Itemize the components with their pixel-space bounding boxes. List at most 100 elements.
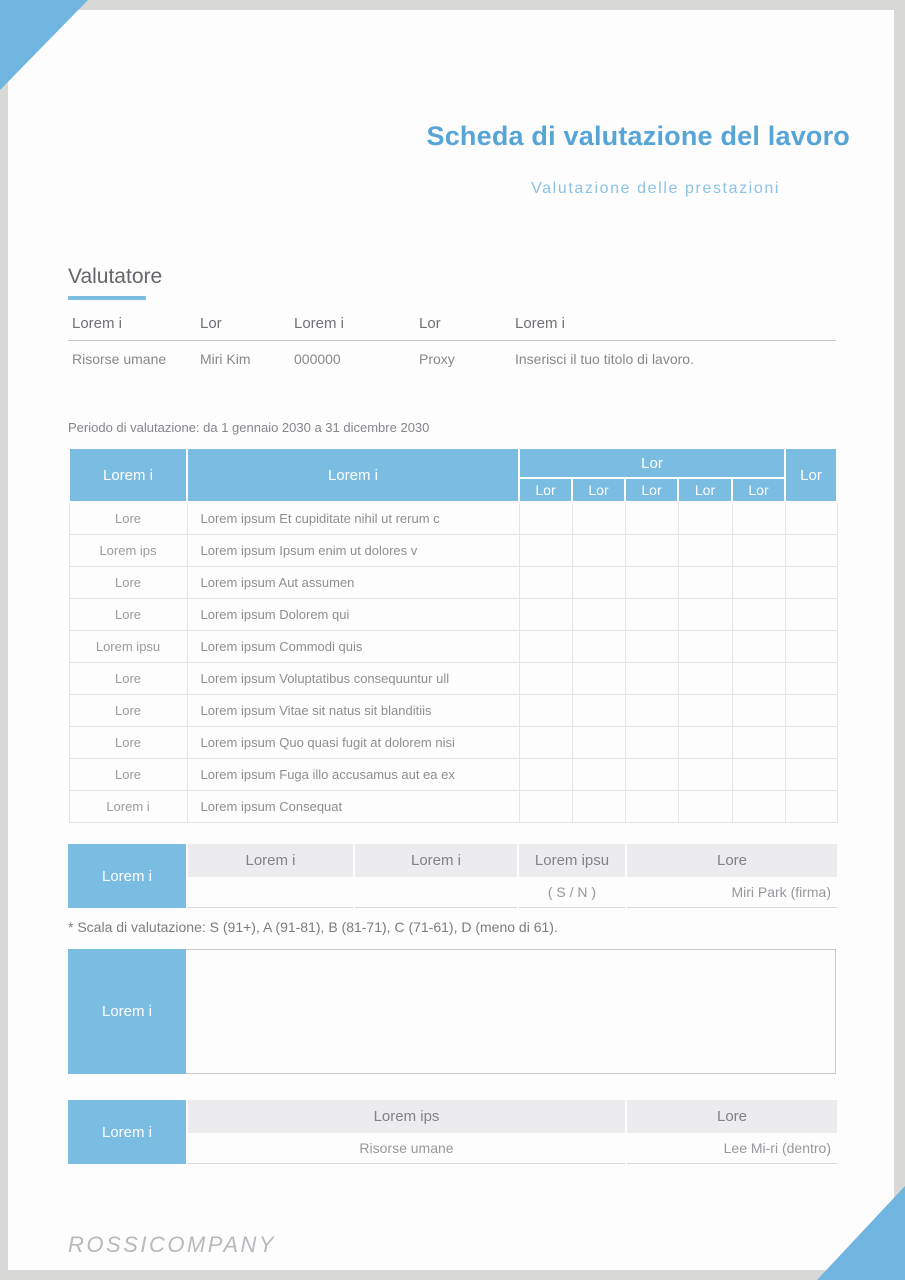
score-cell[interactable] [624, 790, 679, 823]
total-cell[interactable] [784, 630, 838, 663]
score-cell[interactable] [624, 662, 679, 695]
evaluator-col-header: Lorem i [290, 315, 415, 341]
score-cell[interactable] [624, 758, 679, 791]
score-cell[interactable] [571, 566, 626, 599]
score-cell[interactable] [571, 694, 626, 727]
evaluator-info-table: Lorem i Lor Lorem i Lor Lorem i Risorse … [68, 315, 836, 379]
score-cell[interactable] [677, 534, 733, 567]
evaluator-col-header: Lor [415, 315, 511, 341]
score-cell[interactable] [571, 662, 626, 695]
score-cell[interactable] [518, 662, 573, 695]
evaluator-department: Risorse umane [72, 351, 167, 367]
total-cell[interactable] [784, 566, 838, 599]
score-cell[interactable] [677, 662, 733, 695]
score-cell[interactable] [731, 694, 786, 727]
score-cell[interactable] [731, 662, 786, 695]
score-cell[interactable] [677, 630, 733, 663]
total-cell[interactable] [784, 790, 838, 823]
score-cell[interactable] [518, 790, 573, 823]
total-cell[interactable] [784, 662, 838, 695]
summary-empty-cell[interactable] [186, 877, 354, 908]
score-cell[interactable] [571, 501, 626, 535]
total-cell[interactable] [784, 534, 838, 567]
score-group-header: Lor [517, 447, 787, 479]
score-cell[interactable] [571, 726, 626, 759]
score-cell[interactable] [677, 598, 733, 631]
score-cell[interactable] [731, 758, 786, 791]
score-cell[interactable] [518, 758, 573, 791]
score-cell[interactable] [731, 630, 786, 663]
score-sub-header: Lor [571, 477, 626, 503]
total-column-header: Lor [784, 447, 839, 503]
score-cell[interactable] [518, 598, 573, 631]
corner-decoration-bottom-right [817, 1186, 905, 1280]
score-cell[interactable] [677, 501, 733, 535]
score-cell[interactable] [571, 758, 626, 791]
score-cell[interactable] [518, 566, 573, 599]
confirm-value-row: Risorse umane Lee Mi-ri (dentro) [186, 1133, 837, 1164]
row-category: Lore [68, 758, 188, 791]
score-cell[interactable] [677, 790, 733, 823]
confirm-col-header: Lore [625, 1100, 837, 1133]
score-cell[interactable] [731, 790, 786, 823]
score-cell[interactable] [731, 726, 786, 759]
total-cell[interactable] [784, 758, 838, 791]
confirm-department-cell: Risorse umane [186, 1133, 626, 1164]
score-cell[interactable] [677, 694, 733, 727]
row-item: Lorem ipsum Quo quasi fugit at dolorem n… [186, 726, 520, 759]
score-cell[interactable] [571, 534, 626, 567]
score-cell[interactable] [518, 501, 573, 535]
score-cell[interactable] [624, 566, 679, 599]
score-cell[interactable] [731, 598, 786, 631]
score-cell[interactable] [518, 534, 573, 567]
score-cell[interactable] [677, 758, 733, 791]
comment-input-area[interactable] [187, 950, 835, 1073]
score-cell[interactable] [731, 501, 786, 535]
row-category: Lore [68, 726, 188, 759]
score-cell[interactable] [624, 694, 679, 727]
summary-sn-cell[interactable]: ( S / N ) [517, 877, 626, 908]
score-cell[interactable] [518, 726, 573, 759]
confirmation-section: Lorem i Lorem ips Lore Risorse umane Lee… [68, 1100, 894, 1164]
score-cell[interactable] [571, 598, 626, 631]
main-table-header-row-2: Lor Lor Lor Lor Lor [69, 477, 837, 503]
score-cell[interactable] [731, 534, 786, 567]
total-cell[interactable] [784, 726, 838, 759]
score-cell[interactable] [677, 566, 733, 599]
comment-row-label: Lorem i [68, 949, 186, 1074]
total-cell[interactable] [784, 694, 838, 727]
summary-empty-cell[interactable] [353, 877, 518, 908]
row-item: Lorem ipsum Commodi quis [186, 630, 520, 663]
table-row: Lorem i Lorem ipsum Consequat [68, 790, 838, 823]
confirmation-table: Lorem ips Lore Risorse umane Lee Mi-ri (… [186, 1100, 837, 1164]
table-row: Lorem ipsu Lorem ipsum Commodi quis [68, 630, 838, 663]
score-cell[interactable] [571, 630, 626, 663]
corner-decoration-top-left [0, 0, 88, 90]
document-page: Scheda di valutazione del lavoro Valutaz… [8, 10, 894, 1270]
score-cell[interactable] [731, 566, 786, 599]
row-item: Lorem ipsum Aut assumen [186, 566, 520, 599]
section-heading-evaluator: Valutatore [68, 265, 163, 288]
row-category: Lore [68, 501, 188, 535]
score-cell[interactable] [624, 598, 679, 631]
score-cell[interactable] [624, 630, 679, 663]
table-row: Lore Lorem ipsum Voluptatibus consequunt… [68, 662, 838, 695]
score-cell[interactable] [571, 790, 626, 823]
total-cell[interactable] [784, 501, 838, 535]
score-sub-header: Lor [518, 477, 573, 503]
score-cell[interactable] [624, 534, 679, 567]
table-row: Lore Lorem ipsum Quo quasi fugit at dolo… [68, 726, 838, 759]
score-cell[interactable] [518, 630, 573, 663]
total-cell[interactable] [784, 598, 838, 631]
evaluator-col-header: Lorem i [511, 315, 836, 341]
score-cell[interactable] [624, 501, 679, 535]
score-cell[interactable] [677, 726, 733, 759]
row-item: Lorem ipsum Et cupiditate nihil ut rerum… [186, 501, 520, 535]
row-category: Lorem i [68, 790, 188, 823]
score-sub-header: Lor [624, 477, 679, 503]
signature-cell[interactable]: Miri Park (firma) [625, 877, 837, 908]
score-cell[interactable] [624, 726, 679, 759]
confirm-signature-cell[interactable]: Lee Mi-ri (dentro) [625, 1133, 837, 1164]
evaluator-name: Miri Kim [200, 351, 251, 367]
score-cell[interactable] [518, 694, 573, 727]
